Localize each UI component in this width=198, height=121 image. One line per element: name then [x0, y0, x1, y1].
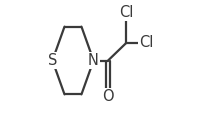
Text: N: N	[88, 53, 99, 68]
Text: Cl: Cl	[140, 35, 154, 50]
Text: Cl: Cl	[119, 5, 133, 20]
Text: O: O	[102, 89, 114, 104]
Text: S: S	[48, 53, 57, 68]
